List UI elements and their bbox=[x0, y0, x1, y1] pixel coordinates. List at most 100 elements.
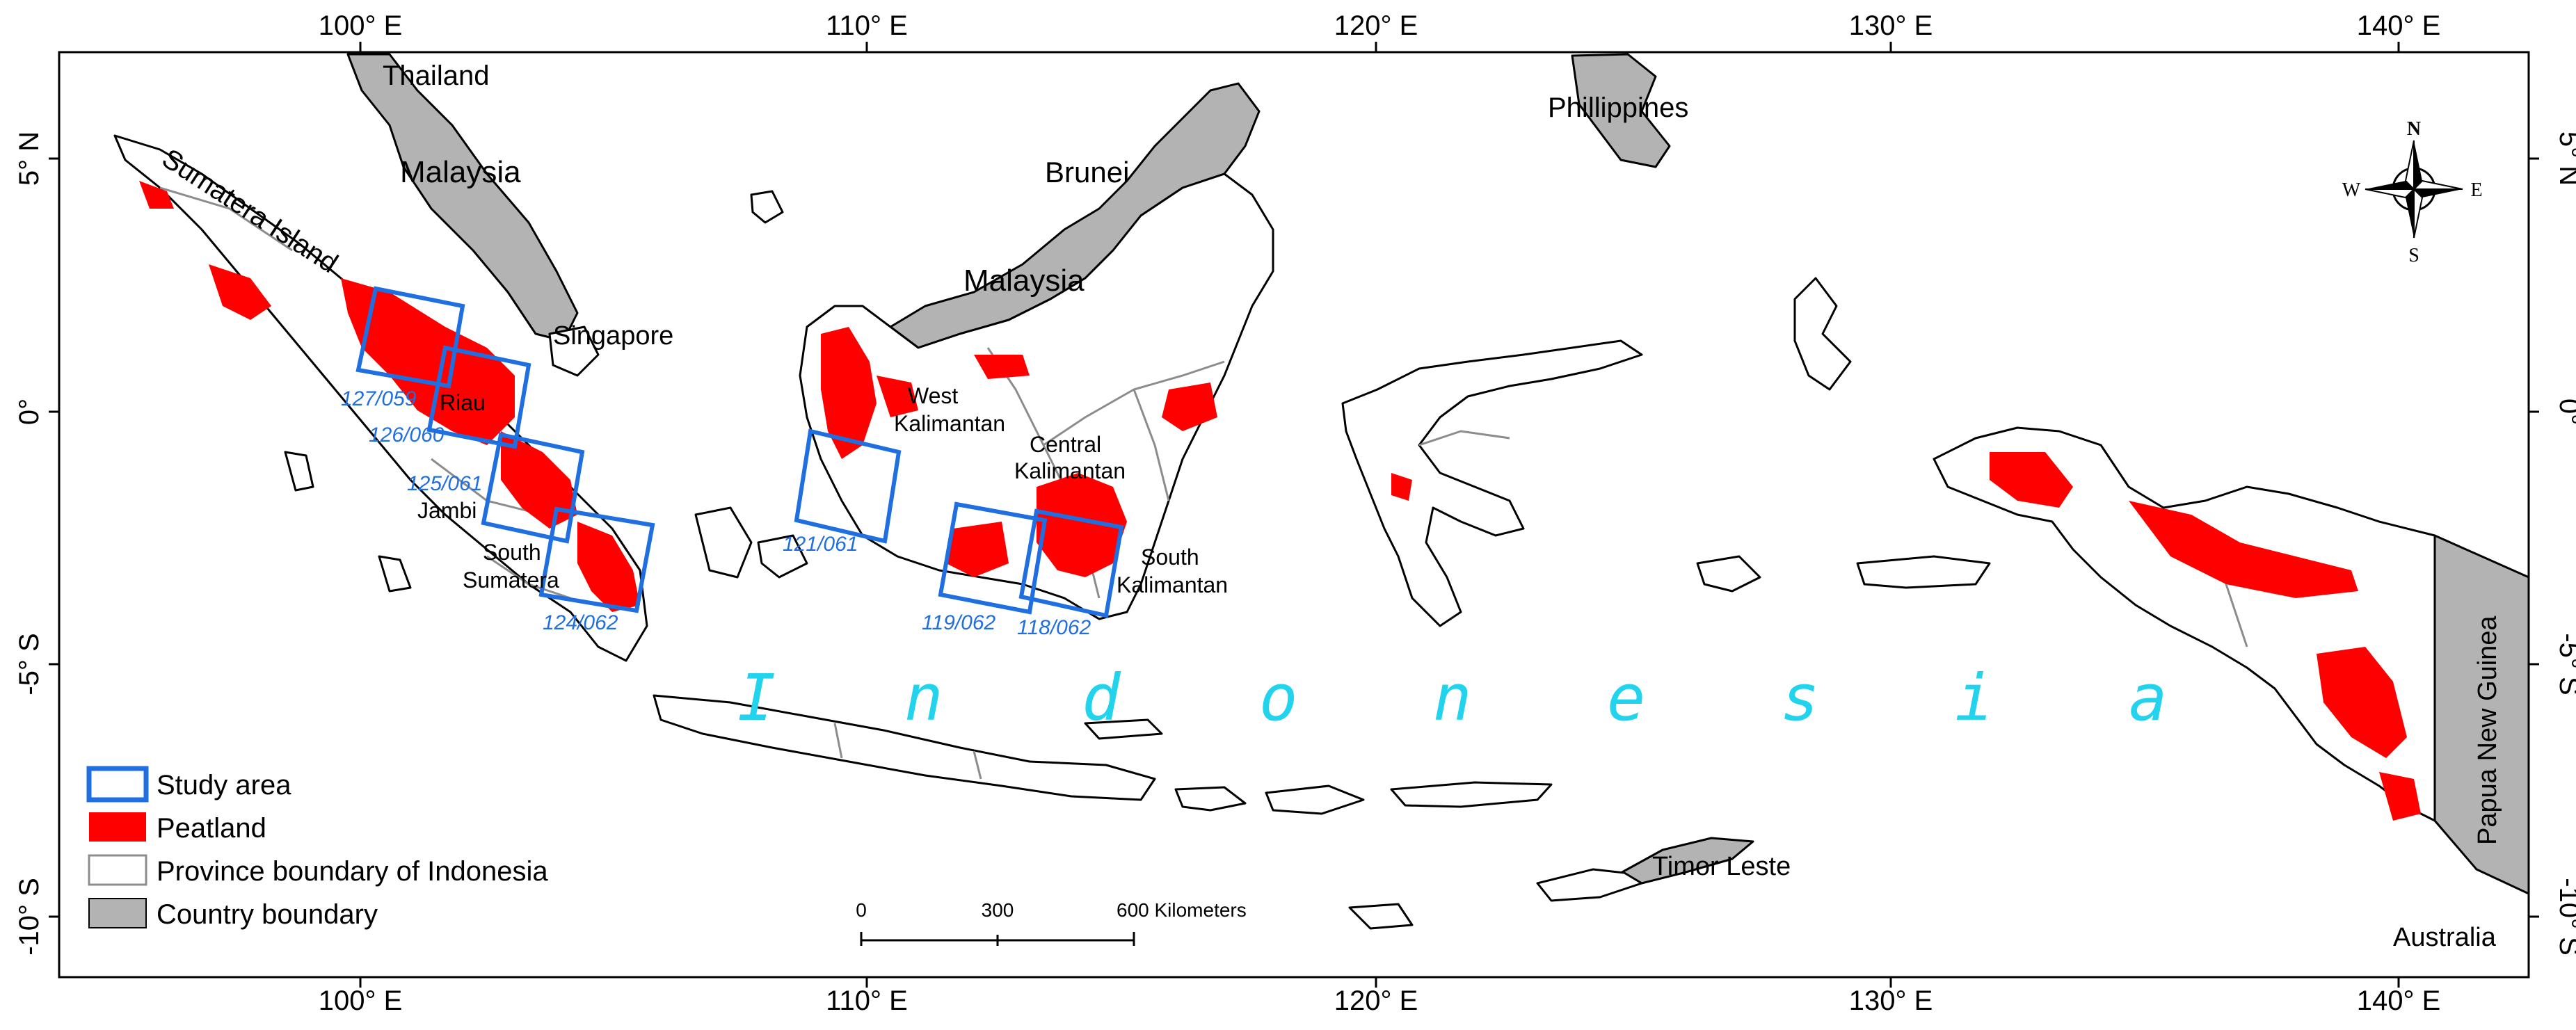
y-tick-left-10s: -10° S bbox=[14, 878, 45, 956]
indonesia-letter-8: i bbox=[1955, 661, 1993, 735]
label-south-sumatera-2: Sumatera bbox=[463, 568, 559, 593]
belitung-island bbox=[757, 534, 808, 579]
y-tick-left-5s: -5° S bbox=[14, 633, 45, 695]
compass-n: N bbox=[2407, 118, 2421, 140]
study-area-121-061[interactable] bbox=[794, 428, 902, 544]
riau-islands bbox=[548, 325, 600, 377]
nias-island bbox=[284, 451, 314, 492]
tick-marks bbox=[49, 42, 2539, 988]
bali-lombok bbox=[1174, 786, 1247, 812]
seram bbox=[1856, 555, 1991, 589]
x-tick-bottom-100: 100° E bbox=[319, 985, 403, 1016]
province-line bbox=[1133, 389, 1170, 501]
natuna-island bbox=[750, 190, 784, 224]
indonesia-letter-3: d bbox=[1082, 661, 1121, 735]
peatland-layer bbox=[139, 181, 2421, 821]
study-area-label-125-061: 125/061 bbox=[407, 472, 482, 495]
y-tick-right-10s: -10° S bbox=[2554, 878, 2576, 956]
scale-label-0: 0 bbox=[856, 899, 867, 921]
peatland-central-kalimantan-a bbox=[946, 522, 1009, 577]
y-tick-right-5n: 5° N bbox=[2554, 131, 2576, 186]
compass-s: S bbox=[2408, 245, 2419, 266]
peatland-sulawesi bbox=[1391, 473, 1412, 501]
scale-label-600: 600 Kilometers bbox=[1117, 899, 1247, 921]
legend-swatch-study-area bbox=[86, 766, 149, 803]
label-west-kalimantan-2: Kalimantan bbox=[894, 411, 1005, 436]
sumbawa bbox=[1265, 784, 1365, 815]
peatland-riau bbox=[341, 278, 515, 445]
label-singapore: Singapore bbox=[553, 321, 673, 351]
study-area-124-062[interactable] bbox=[538, 506, 655, 613]
study-area-118-062[interactable] bbox=[1018, 508, 1124, 618]
study-area-label-118-062: 118/062 bbox=[1017, 616, 1091, 639]
madura-island bbox=[1084, 718, 1163, 740]
label-malaysia-east: Malaysia bbox=[963, 264, 1085, 298]
x-tick-bottom-130: 130° E bbox=[1849, 985, 1933, 1016]
peatland-jambi bbox=[501, 431, 577, 529]
sulawesi bbox=[1341, 339, 1643, 627]
kalimantan bbox=[799, 172, 1274, 620]
label-jambi: Jambi bbox=[417, 498, 477, 523]
peatland-papua-south bbox=[2317, 647, 2407, 758]
buru bbox=[1696, 555, 1761, 593]
y-tick-right-0: 0° bbox=[2554, 399, 2576, 425]
indonesia-letter-1: I bbox=[737, 661, 776, 735]
label-central-kalimantan-2: Kalimantan bbox=[1014, 458, 1126, 483]
compass-icon: N S E W bbox=[2342, 118, 2483, 266]
scale-label-300: 300 bbox=[982, 899, 1014, 921]
x-tick-top-110: 110° E bbox=[826, 10, 908, 41]
study-area-126-060[interactable] bbox=[426, 345, 531, 449]
legend-swatch-province bbox=[88, 854, 147, 886]
indonesia-letter-6: e bbox=[1607, 661, 1645, 735]
province-line bbox=[833, 723, 843, 759]
indonesia-letter-2: n bbox=[904, 661, 943, 735]
province-line bbox=[1418, 430, 1510, 446]
compass-w: W bbox=[2342, 179, 2361, 201]
sumba bbox=[1348, 903, 1414, 930]
x-tick-top-130: 130° E bbox=[1849, 10, 1933, 41]
x-tick-bottom-120: 120° E bbox=[1334, 985, 1418, 1016]
legend-swatch-peatland bbox=[89, 812, 146, 842]
legend: Study area Peatland Province boundary of… bbox=[86, 766, 548, 930]
timor-leste bbox=[1619, 837, 1754, 885]
study-area-label-126-060: 126/060 bbox=[369, 424, 445, 446]
y-tick-left-5n: 5° N bbox=[14, 131, 45, 186]
indonesia-letter-9: a bbox=[2129, 661, 2167, 735]
label-phillippines: Phillippines bbox=[1548, 92, 1688, 123]
peatland-papua-central bbox=[2129, 501, 2358, 598]
legend-label-province: Province boundary of Indonesia bbox=[157, 856, 548, 887]
study-area-label-119-062: 119/062 bbox=[922, 611, 996, 634]
scale-bar: 0 300 600 Kilometers bbox=[856, 899, 1247, 946]
province-line bbox=[973, 750, 982, 780]
study-area-label-127-059: 127/059 bbox=[341, 387, 417, 410]
indonesia-letter-4: o bbox=[1259, 661, 1297, 735]
y-tick-right-5s: -5° S bbox=[2554, 633, 2576, 695]
peatland-west-kalimantan-2 bbox=[877, 376, 918, 417]
label-malaysia-west: Malaysia bbox=[400, 155, 521, 189]
peatland-north-kalimantan bbox=[1162, 383, 1217, 431]
peatland-north-sumatra bbox=[209, 264, 271, 320]
indonesia-letter-7: s bbox=[1781, 661, 1819, 735]
papua-indonesia bbox=[1933, 426, 2436, 822]
study-area-119-062[interactable] bbox=[938, 501, 1048, 615]
peatland-kapuas-hulu bbox=[974, 355, 1030, 379]
label-thailand: Thailand bbox=[383, 61, 489, 91]
label-west-kalimantan-1: West bbox=[908, 383, 958, 408]
x-tick-top-100: 100° E bbox=[319, 10, 403, 41]
x-tick-top-120: 120° E bbox=[1334, 10, 1418, 41]
halmahera bbox=[1793, 277, 1852, 391]
peatland-west-kalimantan bbox=[821, 327, 877, 459]
peatland-south-sumatera bbox=[577, 522, 640, 612]
java-island bbox=[653, 694, 1156, 801]
study-area-125-061[interactable] bbox=[481, 432, 585, 544]
indonesia-letter-5: n bbox=[1433, 661, 1471, 735]
label-brunei: Brunei bbox=[1045, 156, 1129, 188]
legend-label-country: Country boundary bbox=[157, 899, 378, 930]
label-south-kalimantan-1: South bbox=[1141, 545, 1199, 570]
legend-label-peatland: Peatland bbox=[157, 813, 266, 844]
philippines-mindanao bbox=[1571, 53, 1671, 168]
study-area-127-059[interactable] bbox=[355, 286, 465, 389]
study-area-label-124-062: 124/062 bbox=[543, 611, 618, 634]
label-timor-leste: Timor Leste bbox=[1652, 852, 1791, 881]
